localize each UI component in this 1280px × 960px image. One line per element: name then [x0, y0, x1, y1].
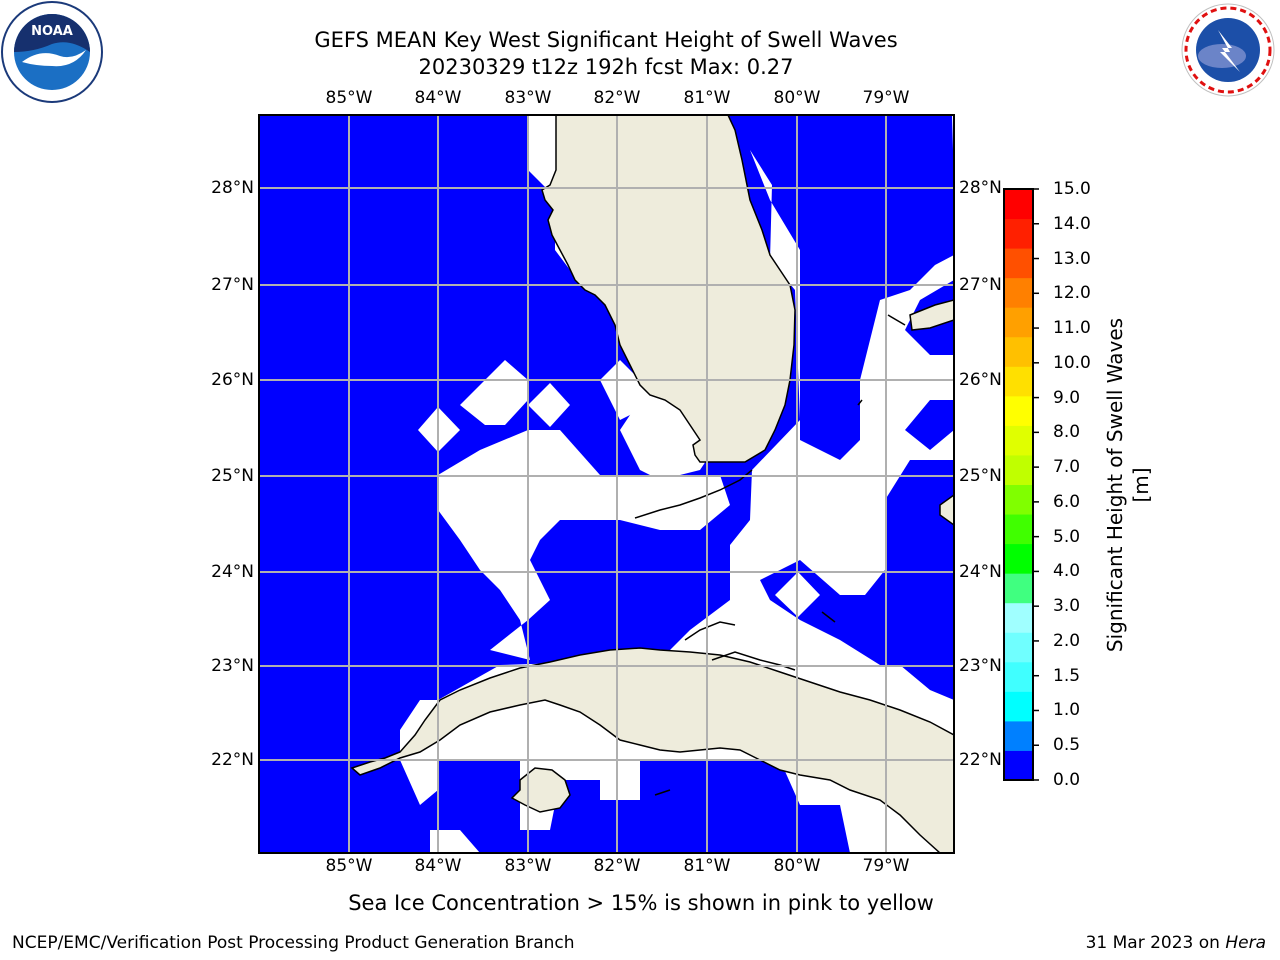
- colorbar-segment: [1004, 661, 1033, 692]
- lat-label-left: 24°N: [211, 562, 254, 582]
- nws-logo: [1181, 3, 1275, 97]
- colorbar-segment: [1004, 632, 1033, 663]
- lat-label-left: 28°N: [211, 178, 254, 198]
- lat-label-right: 26°N: [959, 370, 1002, 390]
- colorbar: [1003, 188, 1039, 781]
- colorbar-segment: [1004, 720, 1033, 751]
- colorbar-segment: [1004, 366, 1033, 397]
- lat-label-right: 28°N: [959, 178, 1002, 198]
- colorbar-title: Significant Height of Swell Waves [m]: [1103, 317, 1153, 653]
- lon-label-top: 80°W: [773, 88, 821, 108]
- colorbar-tick-label: 1.5: [1053, 665, 1081, 686]
- colorbar-segment: [1004, 573, 1033, 604]
- colorbar-segment: [1004, 248, 1033, 279]
- lat-label-right: 25°N: [959, 466, 1002, 486]
- noaa-logo-text: NOAA: [31, 24, 73, 39]
- lon-label-top: 81°W: [683, 88, 731, 108]
- colorbar-tick-label: 0.0: [1053, 770, 1081, 790]
- colorbar-tick-label: 4.0: [1053, 561, 1081, 582]
- footer-date-text: 31 Mar 2023 on: [1085, 933, 1220, 953]
- lon-label-top: 85°W: [325, 88, 373, 108]
- colorbar-segment: [1004, 602, 1033, 633]
- lon-label-bottom: 80°W: [773, 856, 821, 876]
- lat-label-left: 27°N: [211, 275, 254, 295]
- colorbar-segment: [1004, 425, 1033, 456]
- lat-label-right: 27°N: [959, 275, 1002, 295]
- lon-label-top: 79°W: [862, 88, 910, 108]
- sea-ice-note: Sea Ice Concentration > 15% is shown in …: [348, 891, 934, 915]
- lat-label-left: 26°N: [211, 370, 254, 390]
- colorbar-segment: [1004, 484, 1033, 515]
- map-area: [259, 115, 954, 853]
- lat-label-right: 24°N: [959, 562, 1002, 582]
- bahamas-land: [909, 299, 954, 331]
- lon-label-bottom: 83°W: [504, 856, 552, 876]
- colorbar-tick-label: 11.0: [1053, 318, 1091, 339]
- lon-label-bottom: 82°W: [593, 856, 641, 876]
- noaa-logo: NOAA: [1, 1, 103, 103]
- lat-label-left: 25°N: [211, 466, 254, 486]
- florida-land: [541, 115, 796, 463]
- lon-label-top: 83°W: [504, 88, 552, 108]
- graticule: [259, 115, 954, 853]
- colorbar-tick-label: 14.0: [1053, 213, 1091, 234]
- footer-date: 31 Mar 2023 on Hera: [1086, 932, 1266, 954]
- footer-credit: NCEP/EMC/Verification Post Processing Pr…: [12, 933, 575, 953]
- lon-label-top: 84°W: [414, 88, 462, 108]
- lat-label-left: 22°N: [211, 750, 254, 770]
- colorbar-tick-label: 1.0: [1053, 700, 1081, 721]
- colorbar-tick-label: 7.0: [1053, 457, 1081, 478]
- cuba-land: [350, 647, 954, 853]
- colorbar-tick-label: 8.0: [1053, 422, 1081, 443]
- colorbar-frame: [1003, 188, 1034, 781]
- colorbar-segment: [1004, 277, 1033, 308]
- colorbar-tick-label: 15.0: [1053, 179, 1091, 199]
- colorbar-tick-label: 5.0: [1053, 526, 1081, 547]
- colorbar-segment: [1004, 189, 1033, 220]
- colorbar-segment: [1004, 750, 1033, 781]
- map-subtitle: 20230329 t12z 192h fcst Max: 0.27: [418, 55, 794, 79]
- colorbar-segment: [1004, 395, 1033, 426]
- colorbar-segment: [1004, 336, 1033, 367]
- colorbar-segment: [1004, 218, 1033, 249]
- map-frame: [258, 114, 955, 854]
- colorbar-segment: [1004, 691, 1033, 722]
- colorbar-tick-label: 6.0: [1053, 491, 1081, 512]
- colorbar-segment: [1004, 514, 1033, 545]
- colorbar-tick-label: 13.0: [1053, 248, 1091, 269]
- colorbar-tick-label: 0.5: [1053, 735, 1081, 756]
- colorbar-segment: [1004, 307, 1033, 338]
- colorbar-tick-label: 12.0: [1053, 283, 1091, 304]
- colorbar-tick-label: 9.0: [1053, 387, 1081, 408]
- map-title: GEFS MEAN Key West Significant Height of…: [314, 28, 898, 52]
- lat-label-left: 23°N: [211, 656, 254, 676]
- colorbar-segment: [1004, 454, 1033, 485]
- isle-of-youth-land: [510, 767, 571, 813]
- lon-label-bottom: 79°W: [862, 856, 910, 876]
- colorbar-tick-label: 3.0: [1053, 596, 1081, 617]
- lat-label-right: 22°N: [959, 750, 1002, 770]
- colorbar-segment: [1004, 543, 1033, 574]
- lon-label-bottom: 85°W: [325, 856, 373, 876]
- footer-host: Hera: [1225, 933, 1266, 953]
- lat-label-right: 23°N: [959, 656, 1002, 676]
- colorbar-tick-label: 2.0: [1053, 630, 1081, 651]
- lon-label-bottom: 84°W: [414, 856, 462, 876]
- lon-label-bottom: 81°W: [683, 856, 731, 876]
- colorbar-tick-label: 10.0: [1053, 352, 1091, 373]
- lon-label-top: 82°W: [593, 88, 641, 108]
